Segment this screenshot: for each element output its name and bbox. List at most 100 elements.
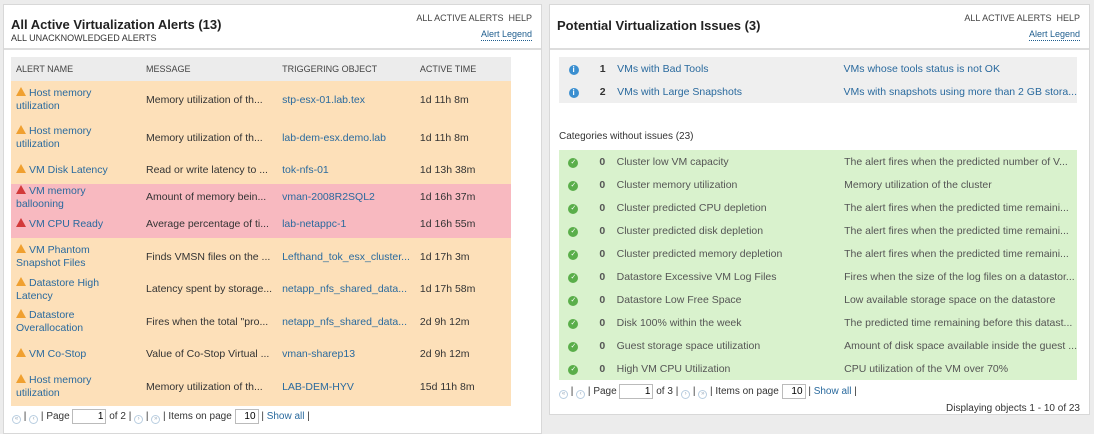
- triggering-object-link[interactable]: netapp_nfs_shared_data...: [282, 283, 408, 295]
- next-page-icon[interactable]: ›: [681, 390, 691, 399]
- category-name: Datastore Low Free Space: [616, 293, 742, 306]
- issue-row[interactable]: i 1 VMs with Bad Tools VMs whose tools stat…: [559, 57, 1077, 80]
- name-cell: Datastore Excessive VM Log Files: [617, 265, 845, 288]
- category-row[interactable]: ✓ 0 Disk 100% within the week The predicted…: [559, 311, 1077, 334]
- alert-name-link[interactable]: Host memory utilization: [16, 374, 92, 399]
- issue-count: 0: [599, 270, 606, 283]
- category-name: Cluster memory utilization: [616, 178, 738, 191]
- alert-name-link[interactable]: Datastore Overallocation: [16, 309, 84, 334]
- show-all-link[interactable]: Show all: [813, 386, 852, 397]
- alert-name-link[interactable]: Datastore High Latency: [16, 276, 100, 302]
- alert-row[interactable]: VM memory ballooning Amount of memory bei…: [11, 184, 511, 211]
- name-cell: Guest storage space utilization: [617, 334, 845, 357]
- category-row[interactable]: ✓ 0 Datastore Excessive VM Log Files Fires …: [559, 265, 1077, 288]
- help-link[interactable]: HELP: [1056, 13, 1080, 23]
- status-cell: ✓: [559, 334, 588, 357]
- name-cell: Cluster predicted disk depletion: [617, 219, 845, 242]
- alert-row[interactable]: VM CPU Ready Average percentage of ti... l…: [11, 211, 511, 238]
- name-cell: VMs with Bad Tools: [617, 57, 843, 80]
- all-active-alerts-link[interactable]: ALL ACTIVE ALERTS: [416, 13, 504, 23]
- triggering-object-cell: netapp_nfs_shared_data...: [277, 303, 415, 341]
- alert-legend-link[interactable]: Alert Legend: [1028, 29, 1080, 41]
- alert-name-cell: VM CPU Ready: [11, 211, 141, 238]
- alert-row[interactable]: Host memory utilization Memory utilizatio…: [11, 81, 511, 119]
- category-row[interactable]: ✓ 0 Cluster predicted CPU depletion The ale…: [559, 196, 1077, 219]
- alert-name-link[interactable]: VM Co-Stop: [29, 348, 87, 360]
- col-triggering-object[interactable]: TRIGGERING OBJECT: [277, 57, 415, 81]
- show-all-link[interactable]: Show all: [266, 411, 305, 422]
- first-page-icon[interactable]: «: [559, 390, 568, 399]
- name-cell: Disk 100% within the week: [617, 311, 845, 334]
- prev-page-icon[interactable]: ‹: [576, 390, 586, 399]
- alert-name-link[interactable]: Host memory utilization: [16, 125, 92, 150]
- warning-icon: [16, 164, 26, 173]
- items-per-page-input[interactable]: [781, 384, 806, 399]
- last-page-icon[interactable]: »: [151, 415, 161, 424]
- category-row[interactable]: ✓ 0 Guest storage space utilization Amount …: [559, 334, 1077, 357]
- categories-table: ✓ 0 Cluster low VM capacity The alert fires…: [559, 150, 1077, 380]
- alert-name-link[interactable]: VM CPU Ready: [29, 218, 104, 230]
- description[interactable]: VMs with snapshots using more than 2 GB …: [843, 85, 1077, 98]
- alert-row[interactable]: Datastore High Latency Latency spent by s…: [11, 276, 511, 303]
- info-icon: i: [568, 87, 579, 98]
- page-input[interactable]: [72, 409, 107, 424]
- triggering-object-link[interactable]: lab-dem-esx.demo.lab: [282, 131, 386, 144]
- description[interactable]: VMs whose tools status is not OK: [843, 62, 1000, 75]
- triggering-object-link[interactable]: lab-netappc-1: [282, 218, 347, 230]
- alert-row[interactable]: VM Co-Stop Value of Co-Stop Virtual ... vm…: [11, 341, 511, 368]
- items-per-page-input[interactable]: [234, 409, 259, 424]
- alert-row[interactable]: Datastore Overallocation Fires when the t…: [11, 303, 511, 341]
- alert-name-link[interactable]: VM Phantom Snapshot Files: [16, 244, 90, 269]
- category-row[interactable]: ✓ 0 Cluster predicted memory depletion The …: [559, 242, 1077, 265]
- col-message[interactable]: MESSAGE: [141, 57, 278, 81]
- potential-issues-panel: Potential Virtualization Issues (3) ALL …: [549, 4, 1090, 415]
- all-active-alerts-link[interactable]: ALL ACTIVE ALERTS: [964, 13, 1052, 23]
- alert-name-cell: Host memory utilization: [11, 368, 141, 406]
- description: CPU utilization of the VM over 70%: [844, 362, 1009, 375]
- triggering-object-link[interactable]: stp-esx-01.lab.tex: [282, 93, 365, 106]
- issue-count: 0: [599, 339, 606, 352]
- category-row[interactable]: ✓ 0 Cluster memory utilization Memory utili…: [559, 173, 1077, 196]
- next-page-icon[interactable]: ›: [134, 415, 144, 424]
- alert-name-link[interactable]: VM memory ballooning: [16, 184, 86, 210]
- issue-name-link[interactable]: VMs with Bad Tools: [617, 62, 709, 75]
- name-cell: High VM CPU Utilization: [617, 357, 845, 380]
- check-icon: ✓: [568, 296, 579, 306]
- active-alerts-panel: All Active Virtualization Alerts (13) AL…: [3, 4, 542, 434]
- last-page-icon[interactable]: »: [698, 390, 708, 399]
- check-icon: ✓: [568, 181, 579, 191]
- help-link[interactable]: HELP: [508, 13, 532, 23]
- status-cell: ✓: [559, 288, 588, 311]
- prev-page-icon[interactable]: ‹: [29, 415, 39, 424]
- description: Fires when the size of the log files on …: [844, 270, 1075, 283]
- description: Memory utilization of the cluster: [844, 178, 992, 191]
- col-alert-name[interactable]: ALERT NAME: [11, 57, 141, 81]
- page-input[interactable]: [619, 384, 654, 399]
- category-row[interactable]: ✓ 0 Cluster predicted disk depletion The al…: [559, 219, 1077, 242]
- alert-row[interactable]: Host memory utilization Memory utilizatio…: [11, 119, 511, 157]
- triggering-object-link[interactable]: netapp_nfs_shared_data...: [282, 315, 408, 328]
- alert-row[interactable]: VM Phantom Snapshot Files Finds VMSN file…: [11, 238, 511, 276]
- category-row[interactable]: ✓ 0 High VM CPU Utilization CPU utilization…: [559, 357, 1077, 380]
- alert-name-link[interactable]: VM Disk Latency: [29, 164, 108, 176]
- alert-row[interactable]: VM Disk Latency Read or write latency to …: [11, 157, 511, 184]
- triggering-object-cell: vman-2008R2SQL2: [277, 184, 415, 211]
- col-active-time[interactable]: ACTIVE TIME: [414, 57, 511, 81]
- triggering-object-link[interactable]: Lefthand_tok_esx_cluster...: [282, 250, 410, 263]
- alert-name-link[interactable]: Host memory utilization: [16, 87, 92, 112]
- status-cell: ✓: [559, 196, 588, 219]
- triggering-object-link[interactable]: tok-nfs-01: [282, 164, 329, 176]
- issue-name-link[interactable]: VMs with Large Snapshots: [617, 85, 742, 98]
- alert-row[interactable]: Host memory utilization Memory utilizatio…: [11, 368, 511, 406]
- triggering-object-link[interactable]: LAB-DEM-HYV: [282, 380, 354, 393]
- triggering-object-link[interactable]: vman-2008R2SQL2: [282, 191, 375, 203]
- alerts-table: ALERT NAME MESSAGE TRIGGERING OBJECT ACT…: [11, 57, 511, 406]
- first-page-icon[interactable]: «: [12, 415, 21, 424]
- panel-subtitle: ALL UNACKNOWLEDGED ALERTS: [11, 33, 157, 43]
- alert-legend-link[interactable]: Alert Legend: [480, 29, 532, 41]
- triggering-object-link[interactable]: vman-sharep13: [282, 348, 356, 360]
- category-row[interactable]: ✓ 0 Datastore Low Free Space Low available …: [559, 288, 1077, 311]
- category-row[interactable]: ✓ 0 Cluster low VM capacity The alert fires…: [559, 150, 1077, 173]
- issue-row[interactable]: i 2 VMs with Large Snapshots VMs with snaps…: [559, 80, 1077, 103]
- alert-name-cell: Host memory utilization: [11, 119, 141, 157]
